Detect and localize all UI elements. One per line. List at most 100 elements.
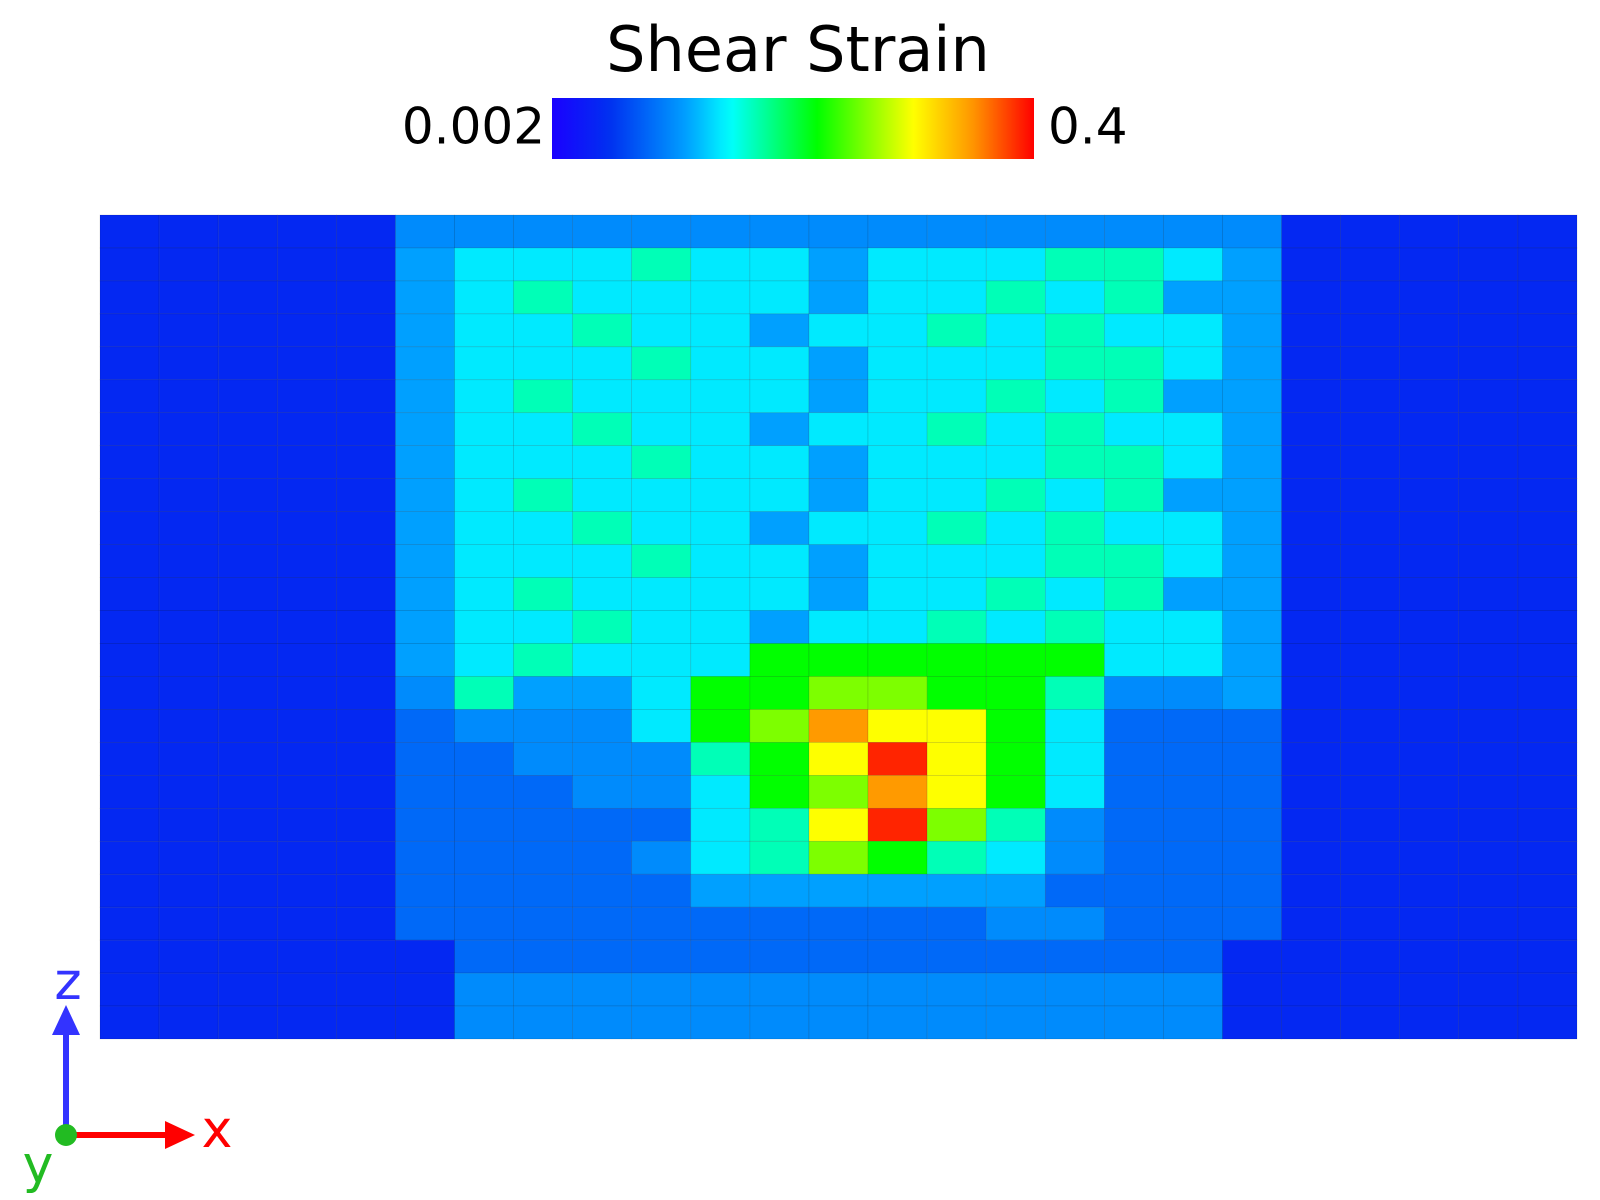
mesh-cell: [217, 379, 278, 414]
mesh-cell: [926, 214, 987, 249]
mesh-cell: [867, 939, 928, 974]
mesh-cell: [336, 972, 396, 1007]
colorbar: [552, 98, 1034, 159]
mesh-cell: [217, 577, 278, 611]
mesh-cell: [749, 214, 810, 249]
mesh-cell: [926, 807, 987, 842]
mesh-cell: [1517, 1005, 1578, 1040]
mesh-cell: [985, 873, 1046, 908]
mesh-cell: [985, 709, 1046, 743]
mesh-cell: [513, 412, 573, 447]
mesh-cell: [1399, 478, 1460, 512]
mesh-cell: [1222, 577, 1282, 611]
mesh-cell: [1044, 742, 1105, 776]
mesh-cell: [631, 873, 692, 908]
mesh-cell: [1458, 709, 1519, 743]
mesh-cell: [158, 379, 219, 414]
mesh-cell: [1044, 709, 1105, 743]
mesh-cell: [276, 412, 337, 447]
mesh-cell: [1281, 807, 1341, 842]
mesh-cell: [1399, 346, 1460, 381]
mesh-cell: [1044, 511, 1105, 545]
mesh-cell: [1044, 676, 1105, 710]
mesh-cell: [808, 412, 869, 447]
mesh-cell: [1104, 972, 1164, 1007]
mesh-cell: [808, 840, 869, 875]
mesh-cell: [454, 775, 514, 809]
mesh-cell: [1458, 742, 1519, 776]
mesh-cell: [1044, 610, 1105, 644]
mesh-cell: [808, 511, 869, 545]
mesh-cell: [217, 939, 278, 974]
mesh-cell: [1163, 939, 1223, 974]
mesh-cell: [276, 247, 337, 282]
mesh-cell: [395, 709, 455, 743]
mesh-cell: [513, 807, 573, 842]
mesh-cell: [572, 807, 633, 842]
mesh-cell: [395, 247, 455, 282]
mesh-cell: [926, 972, 987, 1007]
mesh-cell: [1104, 544, 1164, 578]
mesh-cell: [572, 1005, 633, 1040]
mesh-cell: [276, 544, 337, 578]
mesh-cell: [454, 379, 514, 414]
mesh-cell: [1517, 379, 1578, 414]
mesh-cell: [1281, 412, 1341, 447]
mesh-cell: [1458, 379, 1519, 414]
mesh-cell: [158, 445, 219, 479]
mesh-cell: [572, 379, 633, 414]
mesh-cell: [1222, 445, 1282, 479]
mesh-cell: [276, 313, 337, 348]
mesh-cell: [1104, 313, 1164, 348]
mesh-cell: [1399, 807, 1460, 842]
mesh-cell: [99, 544, 160, 578]
mesh-cell: [985, 906, 1046, 941]
mesh-cell: [1340, 643, 1401, 677]
mesh-cell: [99, 775, 160, 809]
mesh-cell: [572, 478, 633, 512]
mesh-cell: [631, 939, 692, 974]
mesh-cell: [395, 1005, 455, 1040]
mesh-cell: [1458, 906, 1519, 941]
mesh-cell: [808, 873, 869, 908]
mesh-cell: [1222, 939, 1282, 974]
mesh-cell: [513, 1005, 573, 1040]
mesh-cell: [1163, 676, 1223, 710]
mesh-cell: [631, 511, 692, 545]
mesh-cell: [1399, 676, 1460, 710]
mesh-cell: [690, 445, 751, 479]
mesh-cell: [1044, 577, 1105, 611]
mesh-cell: [1517, 247, 1578, 282]
mesh-cell: [631, 379, 692, 414]
mesh-cell: [1517, 511, 1578, 545]
mesh-cell: [1104, 775, 1164, 809]
mesh-cell: [1044, 412, 1105, 447]
mesh-cell: [867, 544, 928, 578]
mesh-cell: [808, 807, 869, 842]
mesh-cell: [1458, 445, 1519, 479]
mesh-cell: [1458, 775, 1519, 809]
mesh-cell: [749, 346, 810, 381]
mesh-cell: [1517, 214, 1578, 249]
mesh-cell: [690, 873, 751, 908]
mesh-cell: [1458, 807, 1519, 842]
mesh-cell: [513, 511, 573, 545]
mesh-cell: [276, 840, 337, 875]
mesh-cell: [808, 313, 869, 348]
mesh-cell: [1399, 840, 1460, 875]
mesh-cell: [985, 643, 1046, 677]
mesh-cell: [158, 873, 219, 908]
mesh-cell: [99, 412, 160, 447]
mesh-cell: [217, 280, 278, 315]
mesh-cell: [1281, 906, 1341, 941]
mesh-cell: [572, 709, 633, 743]
x-label: x: [202, 1100, 233, 1160]
mesh-cell: [631, 247, 692, 282]
mesh-cell: [690, 643, 751, 677]
mesh-cell: [1399, 379, 1460, 414]
mesh-cell: [1458, 610, 1519, 644]
mesh-cell: [158, 511, 219, 545]
mesh-cell: [1340, 807, 1401, 842]
mesh-cell: [749, 445, 810, 479]
mesh-cell: [158, 906, 219, 941]
